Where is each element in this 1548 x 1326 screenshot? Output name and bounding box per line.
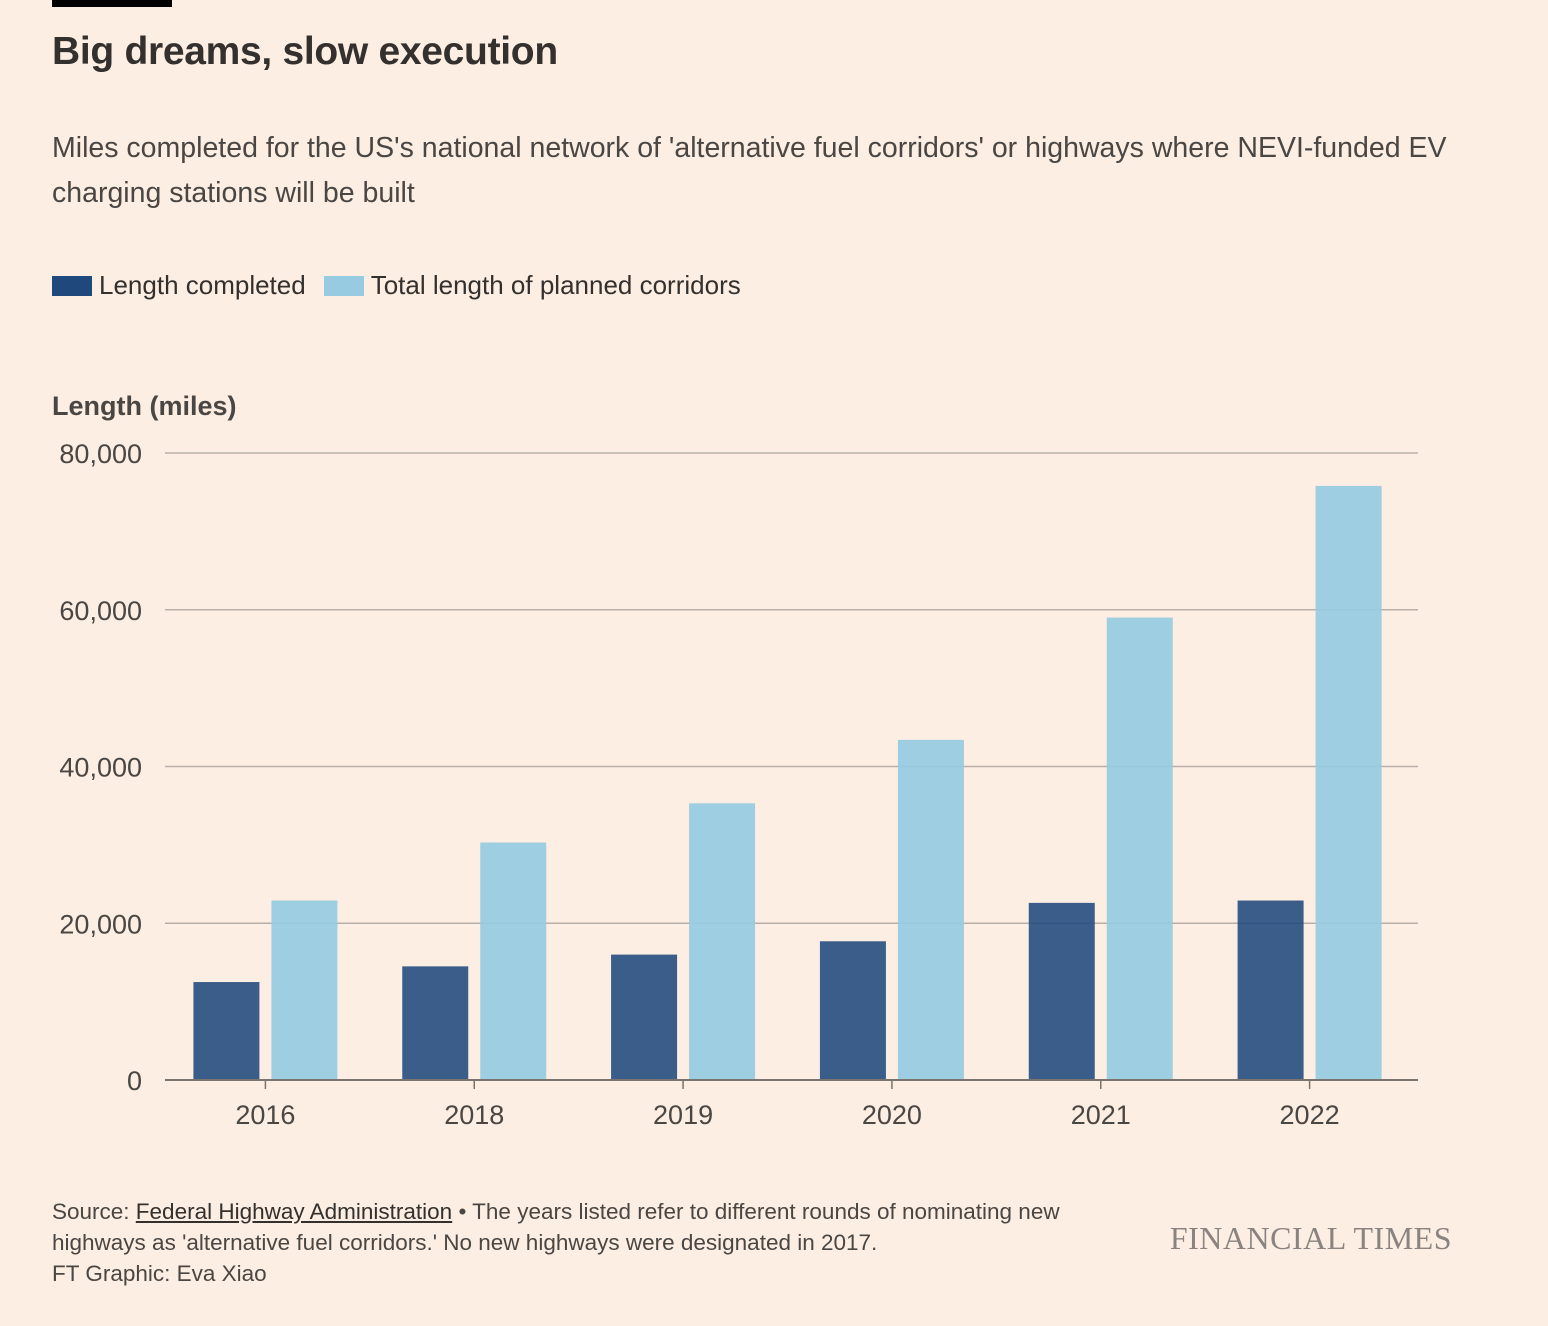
y-tick-label: 80,000 — [59, 439, 142, 469]
x-tick-label: 2019 — [653, 1100, 713, 1130]
footer-note-text: • The years listed refer to different ro… — [52, 1199, 1060, 1255]
legend: Length completed Total length of planned… — [52, 270, 759, 301]
legend-item-completed: Length completed — [52, 270, 306, 301]
chart-title: Big dreams, slow execution — [52, 30, 558, 73]
source-prefix: Source: — [52, 1199, 136, 1224]
bar-completed-2016 — [193, 982, 260, 1080]
footer-note: Source: Federal Highway Administration •… — [52, 1196, 1112, 1289]
y-tick-label: 0 — [127, 1066, 142, 1096]
bar-planned-2019 — [689, 803, 756, 1080]
top-accent-bar — [52, 0, 172, 7]
y-tick-label: 40,000 — [59, 753, 142, 783]
bar-completed-2021 — [1028, 902, 1095, 1080]
x-tick-label: 2020 — [862, 1100, 922, 1130]
bar-planned-2016 — [271, 900, 338, 1080]
legend-swatch-planned — [323, 275, 364, 296]
legend-label-completed: Length completed — [99, 270, 306, 300]
bar-chart: Length (miles) 0 20,000 40,000 60,000 80,000… — [52, 391, 1418, 1130]
bar-completed-2019 — [611, 954, 678, 1080]
ft-logo: FINANCIAL TIMES — [1169, 1220, 1452, 1256]
bar-completed-2022 — [1237, 900, 1304, 1080]
bar-planned-2021 — [1106, 617, 1173, 1080]
y-axis-label: Length (miles) — [52, 391, 237, 421]
y-tick-label: 60,000 — [59, 596, 142, 626]
bar-planned-2020 — [897, 739, 964, 1080]
bar-completed-2018 — [402, 966, 469, 1080]
legend-label-planned: Total length of planned corridors — [370, 270, 741, 300]
legend-swatch-completed — [52, 275, 92, 296]
x-tick-label: 2016 — [235, 1100, 295, 1130]
y-tick-label: 20,000 — [59, 909, 142, 939]
bar-planned-2018 — [480, 842, 547, 1080]
x-tick-label: 2022 — [1280, 1100, 1340, 1130]
graphic-credit: FT Graphic: Eva Xiao — [52, 1261, 267, 1286]
x-tick-label: 2018 — [444, 1100, 504, 1130]
legend-item-planned: Total length of planned corridors — [323, 270, 741, 301]
x-tick-label: 2021 — [1071, 1100, 1131, 1130]
bar-planned-2022 — [1315, 485, 1382, 1081]
source-link[interactable]: Federal Highway Administration — [135, 1199, 453, 1224]
chart-subtitle: Miles completed for the US's national ne… — [52, 132, 1447, 209]
bar-completed-2020 — [819, 941, 886, 1080]
